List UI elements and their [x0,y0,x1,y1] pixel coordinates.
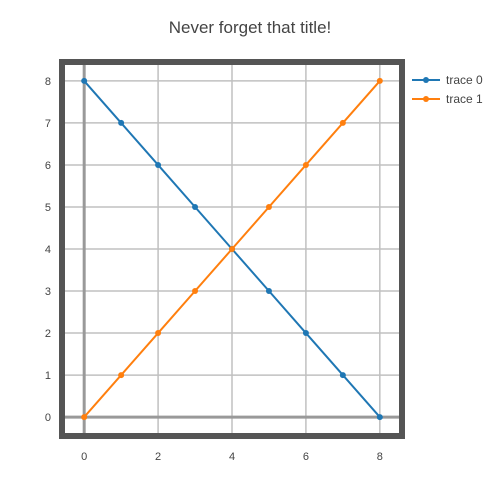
y-tick-label: 2 [45,328,51,340]
y-tick-label: 7 [45,118,51,130]
data-point [303,330,309,336]
legend-label: trace 0 [446,73,483,87]
x-tick-label: 2 [155,451,161,463]
data-point [81,414,87,420]
data-point [81,78,87,84]
legend: trace 0 trace 1 [412,73,483,106]
data-point [155,162,161,168]
data-point [155,330,161,336]
x-tick-label: 8 [377,451,383,463]
x-tick-label: 6 [303,451,309,463]
data-point [266,204,272,210]
legend-swatch-marker [423,77,429,83]
data-point [266,288,272,294]
y-tick-label: 1 [45,370,51,382]
data-point [303,162,309,168]
data-point [118,372,124,378]
y-tick-label: 8 [45,76,51,88]
legend-label: trace 1 [446,92,483,106]
x-tick-label: 4 [229,451,235,463]
data-point [340,372,346,378]
data-point [377,78,383,84]
data-point [192,204,198,210]
data-point [229,246,235,252]
x-tick-label: 0 [81,451,87,463]
y-tick-label: 4 [45,244,51,256]
data-point [118,120,124,126]
y-tick-label: 3 [45,286,51,298]
y-tick-label: 5 [45,202,51,214]
data-point [377,414,383,420]
data-point [192,288,198,294]
y-tick-label: 0 [45,412,51,424]
legend-swatch-marker [423,96,429,102]
chart-title: Never forget that title! [169,18,332,37]
y-tick-label: 6 [45,160,51,172]
data-point [340,120,346,126]
